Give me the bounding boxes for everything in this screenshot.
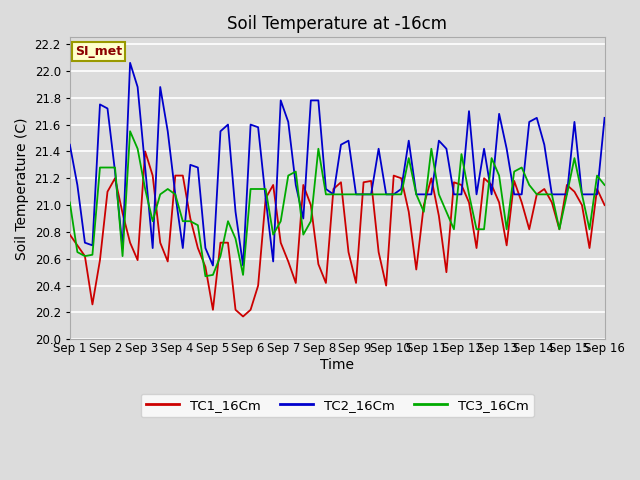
X-axis label: Time: Time xyxy=(320,358,354,372)
Title: Soil Temperature at -16cm: Soil Temperature at -16cm xyxy=(227,15,447,33)
Y-axis label: Soil Temperature (C): Soil Temperature (C) xyxy=(15,117,29,260)
Text: SI_met: SI_met xyxy=(75,45,122,58)
Legend: TC1_16Cm, TC2_16Cm, TC3_16Cm: TC1_16Cm, TC2_16Cm, TC3_16Cm xyxy=(141,394,534,417)
